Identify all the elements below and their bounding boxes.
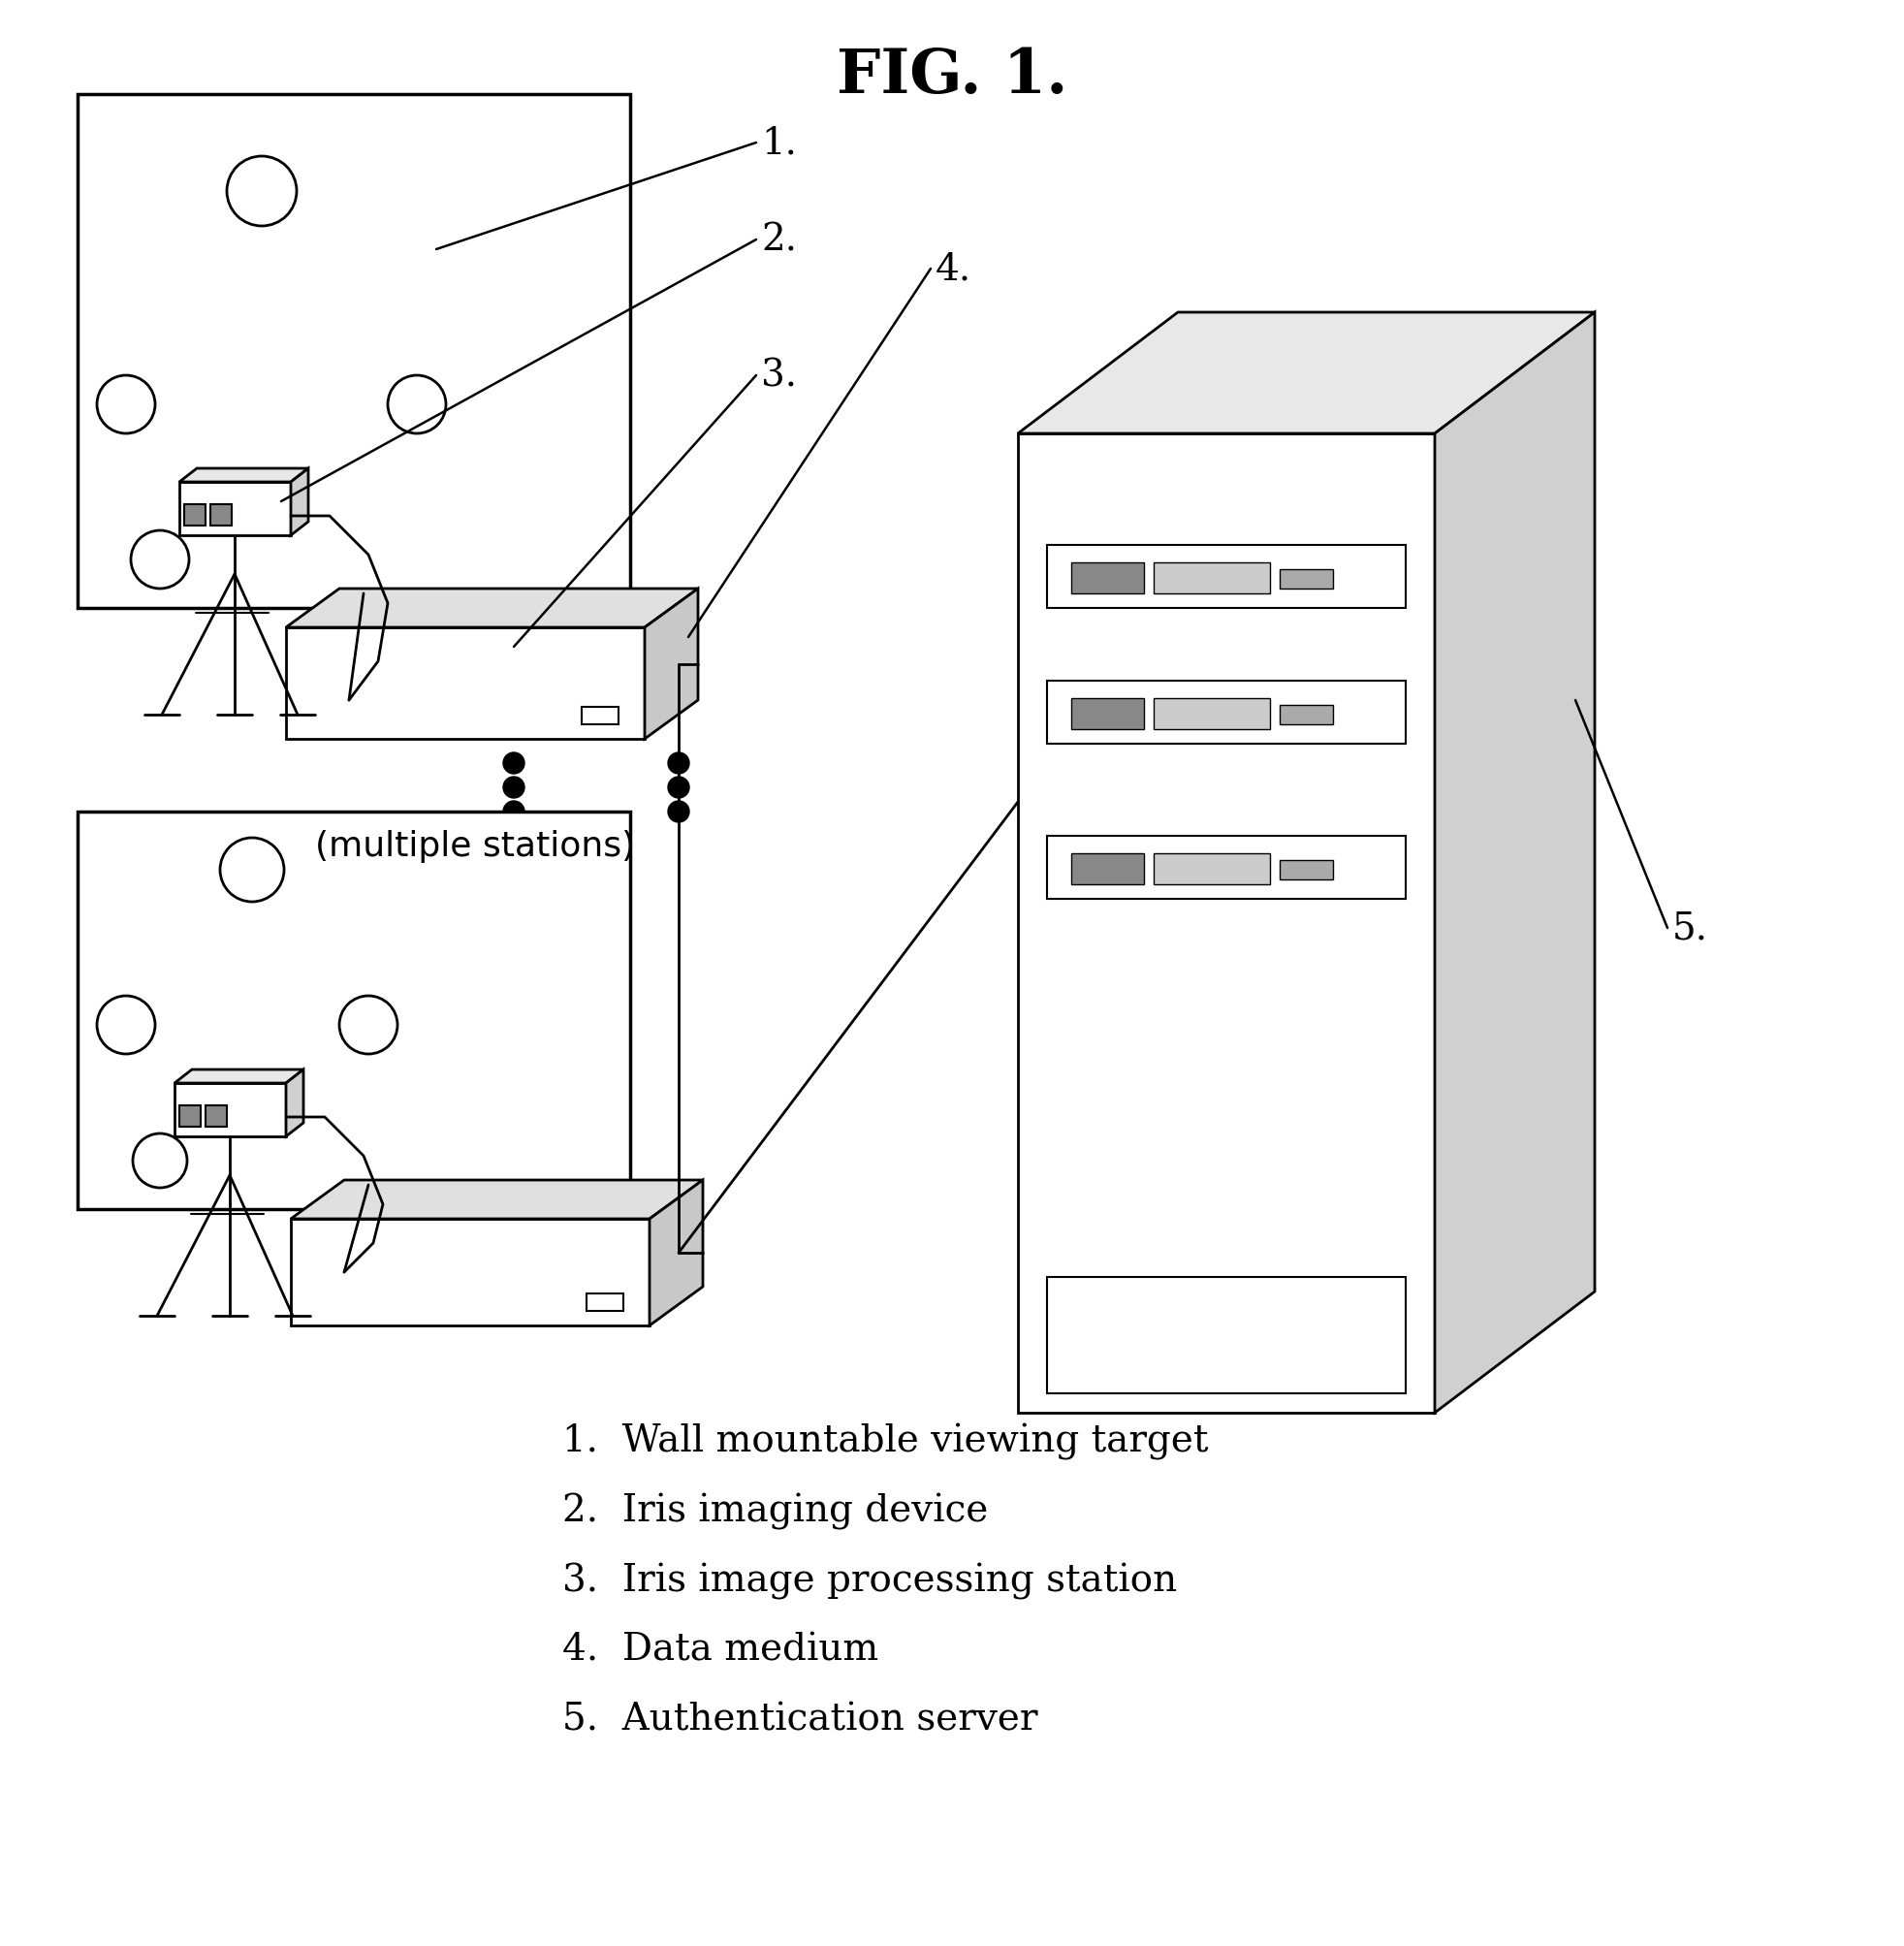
Bar [179, 1105, 200, 1127]
Bar [586, 1294, 623, 1312]
Bar [1279, 706, 1333, 726]
Bar [286, 629, 645, 739]
Bar [209, 504, 232, 525]
Circle shape [131, 531, 188, 590]
Polygon shape [1019, 313, 1596, 434]
Polygon shape [645, 590, 699, 739]
Text: 4.: 4. [935, 251, 971, 288]
Text: 2.: 2. [762, 222, 798, 259]
Circle shape [97, 996, 154, 1055]
Polygon shape [175, 1070, 303, 1084]
Bar [1279, 860, 1333, 880]
Polygon shape [286, 590, 699, 629]
Polygon shape [1436, 313, 1596, 1413]
Text: 5.  Authentication server: 5. Authentication server [562, 1703, 1038, 1738]
Text: (multiple stations): (multiple stations) [314, 829, 636, 862]
Circle shape [668, 802, 689, 823]
Bar [1154, 562, 1270, 594]
Bar [1279, 570, 1333, 590]
Circle shape [668, 753, 689, 775]
Bar [78, 95, 630, 609]
Circle shape [339, 996, 398, 1055]
Circle shape [227, 158, 297, 228]
Circle shape [133, 1135, 187, 1189]
Circle shape [503, 802, 524, 823]
Polygon shape [179, 469, 308, 483]
Text: 1.  Wall mountable viewing target: 1. Wall mountable viewing target [562, 1423, 1209, 1460]
Text: 2.  Iris imaging device: 2. Iris imaging device [562, 1493, 988, 1530]
Bar [1154, 699, 1270, 730]
Circle shape [97, 376, 154, 434]
Bar [1019, 434, 1436, 1413]
Bar [291, 1218, 649, 1325]
Bar [1047, 1277, 1405, 1393]
Bar [1047, 837, 1405, 899]
Text: 3.  Iris image processing station: 3. Iris image processing station [562, 1563, 1177, 1600]
Text: 5.: 5. [1672, 911, 1708, 946]
Bar [1047, 681, 1405, 743]
Bar [78, 811, 630, 1210]
Bar [206, 1105, 227, 1127]
Text: 4.  Data medium: 4. Data medium [562, 1633, 878, 1668]
Bar [1072, 562, 1144, 594]
Circle shape [668, 776, 689, 798]
Circle shape [388, 376, 446, 434]
Circle shape [503, 753, 524, 775]
Polygon shape [286, 1070, 303, 1136]
Bar [581, 708, 619, 726]
Bar [175, 1084, 286, 1136]
Circle shape [221, 839, 284, 903]
Bar [179, 483, 291, 535]
Circle shape [503, 776, 524, 798]
Text: 3.: 3. [762, 358, 798, 393]
Bar [1154, 854, 1270, 885]
Text: 1.: 1. [762, 125, 796, 162]
Bar [1047, 545, 1405, 609]
Polygon shape [649, 1181, 703, 1325]
Bar [185, 504, 206, 525]
Polygon shape [291, 1181, 703, 1218]
Bar [1072, 699, 1144, 730]
Text: FIG. 1.: FIG. 1. [836, 47, 1068, 105]
Bar [1072, 854, 1144, 885]
Polygon shape [291, 469, 308, 535]
